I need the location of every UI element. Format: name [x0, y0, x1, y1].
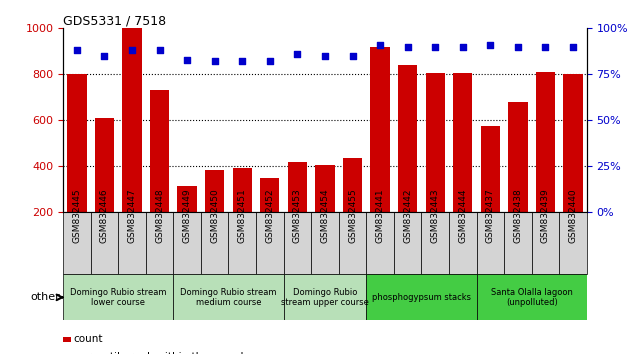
Text: GSM832447: GSM832447 — [127, 189, 136, 244]
Point — [348, 53, 358, 59]
Text: percentile rank within the sample: percentile rank within the sample — [74, 352, 250, 354]
Text: GSM832448: GSM832448 — [155, 189, 164, 244]
Bar — [536, 72, 555, 258]
Point — [485, 42, 495, 48]
Bar — [398, 65, 417, 258]
Point — [457, 44, 468, 50]
Bar — [288, 162, 307, 258]
FancyBboxPatch shape — [146, 212, 174, 274]
Point — [182, 57, 192, 62]
Text: GSM832446: GSM832446 — [100, 189, 109, 244]
Point — [540, 44, 550, 50]
Point — [320, 53, 330, 59]
Text: GDS5331 / 7518: GDS5331 / 7518 — [63, 14, 166, 27]
FancyBboxPatch shape — [91, 212, 118, 274]
Point — [72, 47, 82, 53]
Bar — [425, 73, 445, 258]
Bar — [343, 158, 362, 258]
FancyBboxPatch shape — [476, 274, 587, 320]
Text: Santa Olalla lagoon
(unpolluted): Santa Olalla lagoon (unpolluted) — [491, 288, 573, 307]
Point — [209, 59, 220, 64]
Bar — [205, 170, 225, 258]
Point — [265, 59, 275, 64]
Text: Domingo Rubio
stream upper course: Domingo Rubio stream upper course — [281, 288, 369, 307]
FancyBboxPatch shape — [174, 274, 283, 320]
Bar — [370, 47, 390, 258]
FancyBboxPatch shape — [339, 212, 367, 274]
Point — [403, 44, 413, 50]
FancyBboxPatch shape — [504, 212, 532, 274]
Text: Domingo Rubio stream
medium course: Domingo Rubio stream medium course — [180, 288, 277, 307]
Bar — [453, 73, 473, 258]
Text: count: count — [74, 335, 103, 344]
FancyBboxPatch shape — [394, 212, 422, 274]
Bar — [563, 74, 582, 258]
Bar — [509, 102, 528, 258]
FancyBboxPatch shape — [422, 212, 449, 274]
FancyBboxPatch shape — [63, 274, 174, 320]
Bar — [95, 118, 114, 258]
Point — [375, 42, 385, 48]
FancyBboxPatch shape — [367, 212, 394, 274]
Point — [430, 44, 440, 50]
Text: GSM832452: GSM832452 — [266, 189, 274, 244]
Text: GSM832437: GSM832437 — [486, 189, 495, 244]
Point — [292, 51, 302, 57]
FancyBboxPatch shape — [449, 212, 476, 274]
Text: Domingo Rubio stream
lower course: Domingo Rubio stream lower course — [70, 288, 167, 307]
FancyBboxPatch shape — [367, 274, 476, 320]
FancyBboxPatch shape — [201, 212, 228, 274]
Text: GSM832444: GSM832444 — [458, 189, 468, 244]
FancyBboxPatch shape — [283, 212, 311, 274]
Point — [513, 44, 523, 50]
Bar — [177, 186, 197, 258]
Text: GSM832451: GSM832451 — [238, 189, 247, 244]
FancyBboxPatch shape — [174, 212, 201, 274]
FancyBboxPatch shape — [311, 212, 339, 274]
FancyBboxPatch shape — [118, 212, 146, 274]
Text: phosphogypsum stacks: phosphogypsum stacks — [372, 293, 471, 302]
FancyBboxPatch shape — [283, 274, 367, 320]
FancyBboxPatch shape — [559, 212, 587, 274]
Text: GSM832450: GSM832450 — [210, 189, 219, 244]
Bar — [150, 91, 169, 258]
Point — [568, 44, 578, 50]
Point — [100, 53, 110, 59]
Bar — [316, 165, 334, 258]
Point — [155, 47, 165, 53]
Text: GSM832454: GSM832454 — [321, 189, 329, 244]
Text: GSM832438: GSM832438 — [514, 189, 522, 244]
FancyBboxPatch shape — [228, 212, 256, 274]
Bar — [233, 167, 252, 258]
Text: GSM832449: GSM832449 — [182, 189, 192, 244]
Bar — [260, 178, 280, 258]
Text: GSM832440: GSM832440 — [569, 189, 577, 244]
Point — [237, 59, 247, 64]
Text: GSM832441: GSM832441 — [375, 189, 384, 244]
Text: GSM832439: GSM832439 — [541, 189, 550, 244]
FancyBboxPatch shape — [532, 212, 559, 274]
FancyBboxPatch shape — [476, 212, 504, 274]
Text: other: other — [30, 292, 60, 302]
Text: GSM832442: GSM832442 — [403, 189, 412, 244]
Bar — [68, 74, 86, 258]
Bar — [481, 126, 500, 258]
Point — [127, 47, 137, 53]
Text: GSM832445: GSM832445 — [73, 189, 81, 244]
Text: GSM832443: GSM832443 — [431, 189, 440, 244]
FancyBboxPatch shape — [63, 212, 91, 274]
Text: GSM832453: GSM832453 — [293, 189, 302, 244]
FancyBboxPatch shape — [256, 212, 283, 274]
Bar — [122, 28, 141, 258]
Text: GSM832455: GSM832455 — [348, 189, 357, 244]
